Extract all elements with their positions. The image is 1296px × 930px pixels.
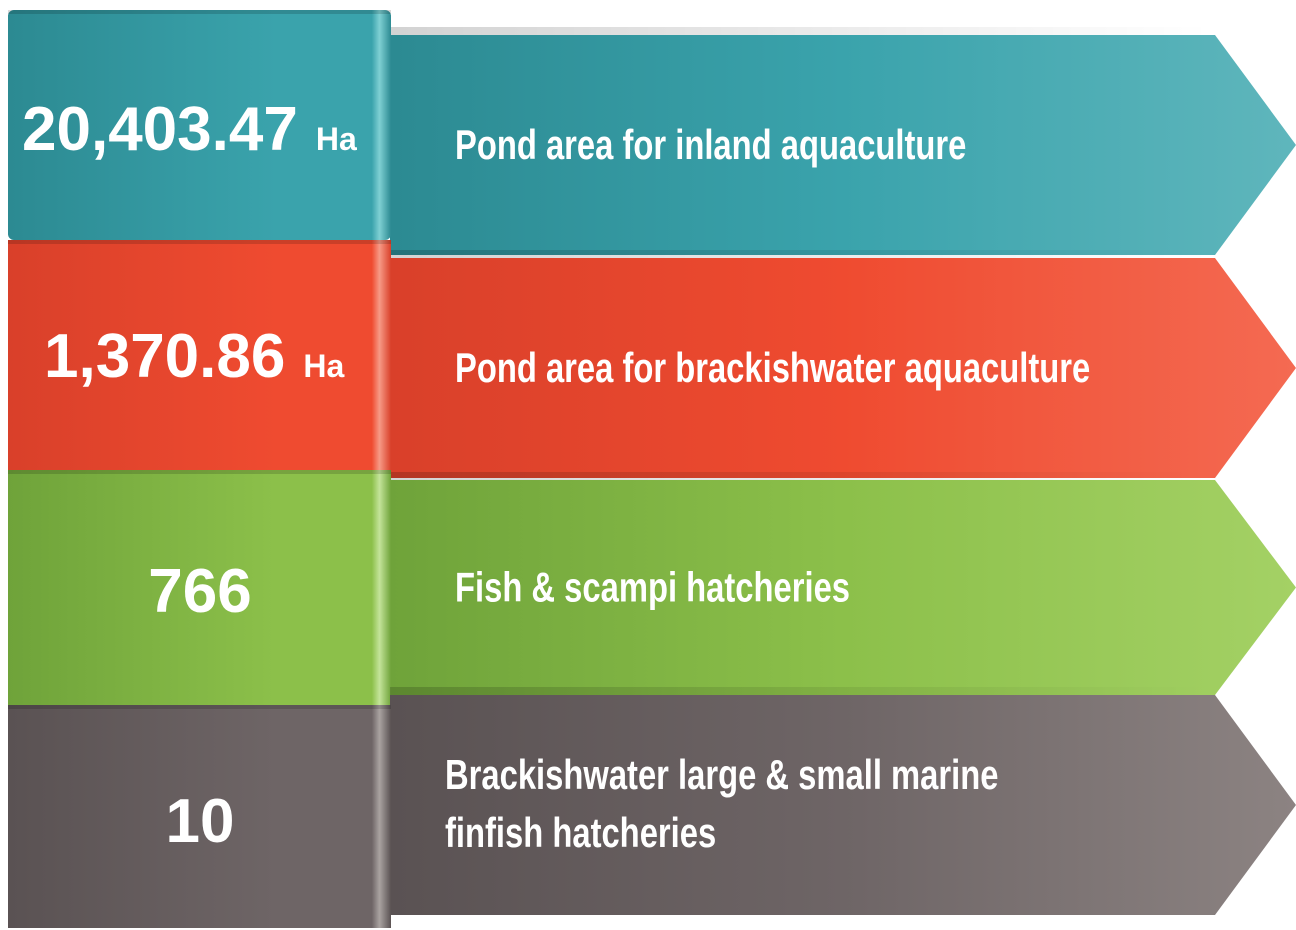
label: Fish & scampi hatcheries — [455, 564, 850, 611]
value: 1,370.86 — [44, 322, 285, 391]
value-text: 766 — [148, 557, 251, 626]
item: 1,370.86 Ha Pond area for brackishwater aq… — [8, 240, 1296, 478]
value-block — [8, 470, 391, 705]
value-text: 20,403.47 Ha — [22, 95, 357, 164]
unit: Ha — [303, 348, 344, 384]
value-block-shade — [8, 10, 391, 14]
item: 20,403.47 Ha Pond area for inland aquacult… — [8, 10, 1296, 255]
value-block-shade — [8, 470, 391, 474]
unit: Ha — [316, 121, 357, 157]
value-text: 1,370.86 Ha — [44, 322, 344, 391]
value-block — [8, 705, 391, 928]
item: 766 Fish & scampi hatcheries — [8, 470, 1296, 705]
label: Brackishwater large & small marine — [445, 751, 998, 798]
value: 766 — [148, 557, 251, 626]
label: Pond area for inland aquaculture — [455, 121, 966, 168]
arrow-band — [390, 695, 1296, 915]
label: finfish hatcheries — [445, 809, 716, 856]
value-block — [8, 10, 391, 240]
arrow-band — [390, 258, 1296, 478]
arrow-band — [390, 480, 1296, 695]
arrow-band — [390, 35, 1296, 255]
value-text: 10 — [166, 787, 235, 856]
value: 20,403.47 — [22, 95, 298, 164]
value-block-shade — [8, 240, 391, 244]
item: 10 Brackishwater large & small marine finf… — [8, 687, 1296, 928]
value-block-shade — [8, 705, 391, 709]
value: 10 — [166, 787, 235, 856]
value-block — [8, 240, 391, 470]
label: Pond area for brackishwater aquaculture — [455, 344, 1090, 391]
